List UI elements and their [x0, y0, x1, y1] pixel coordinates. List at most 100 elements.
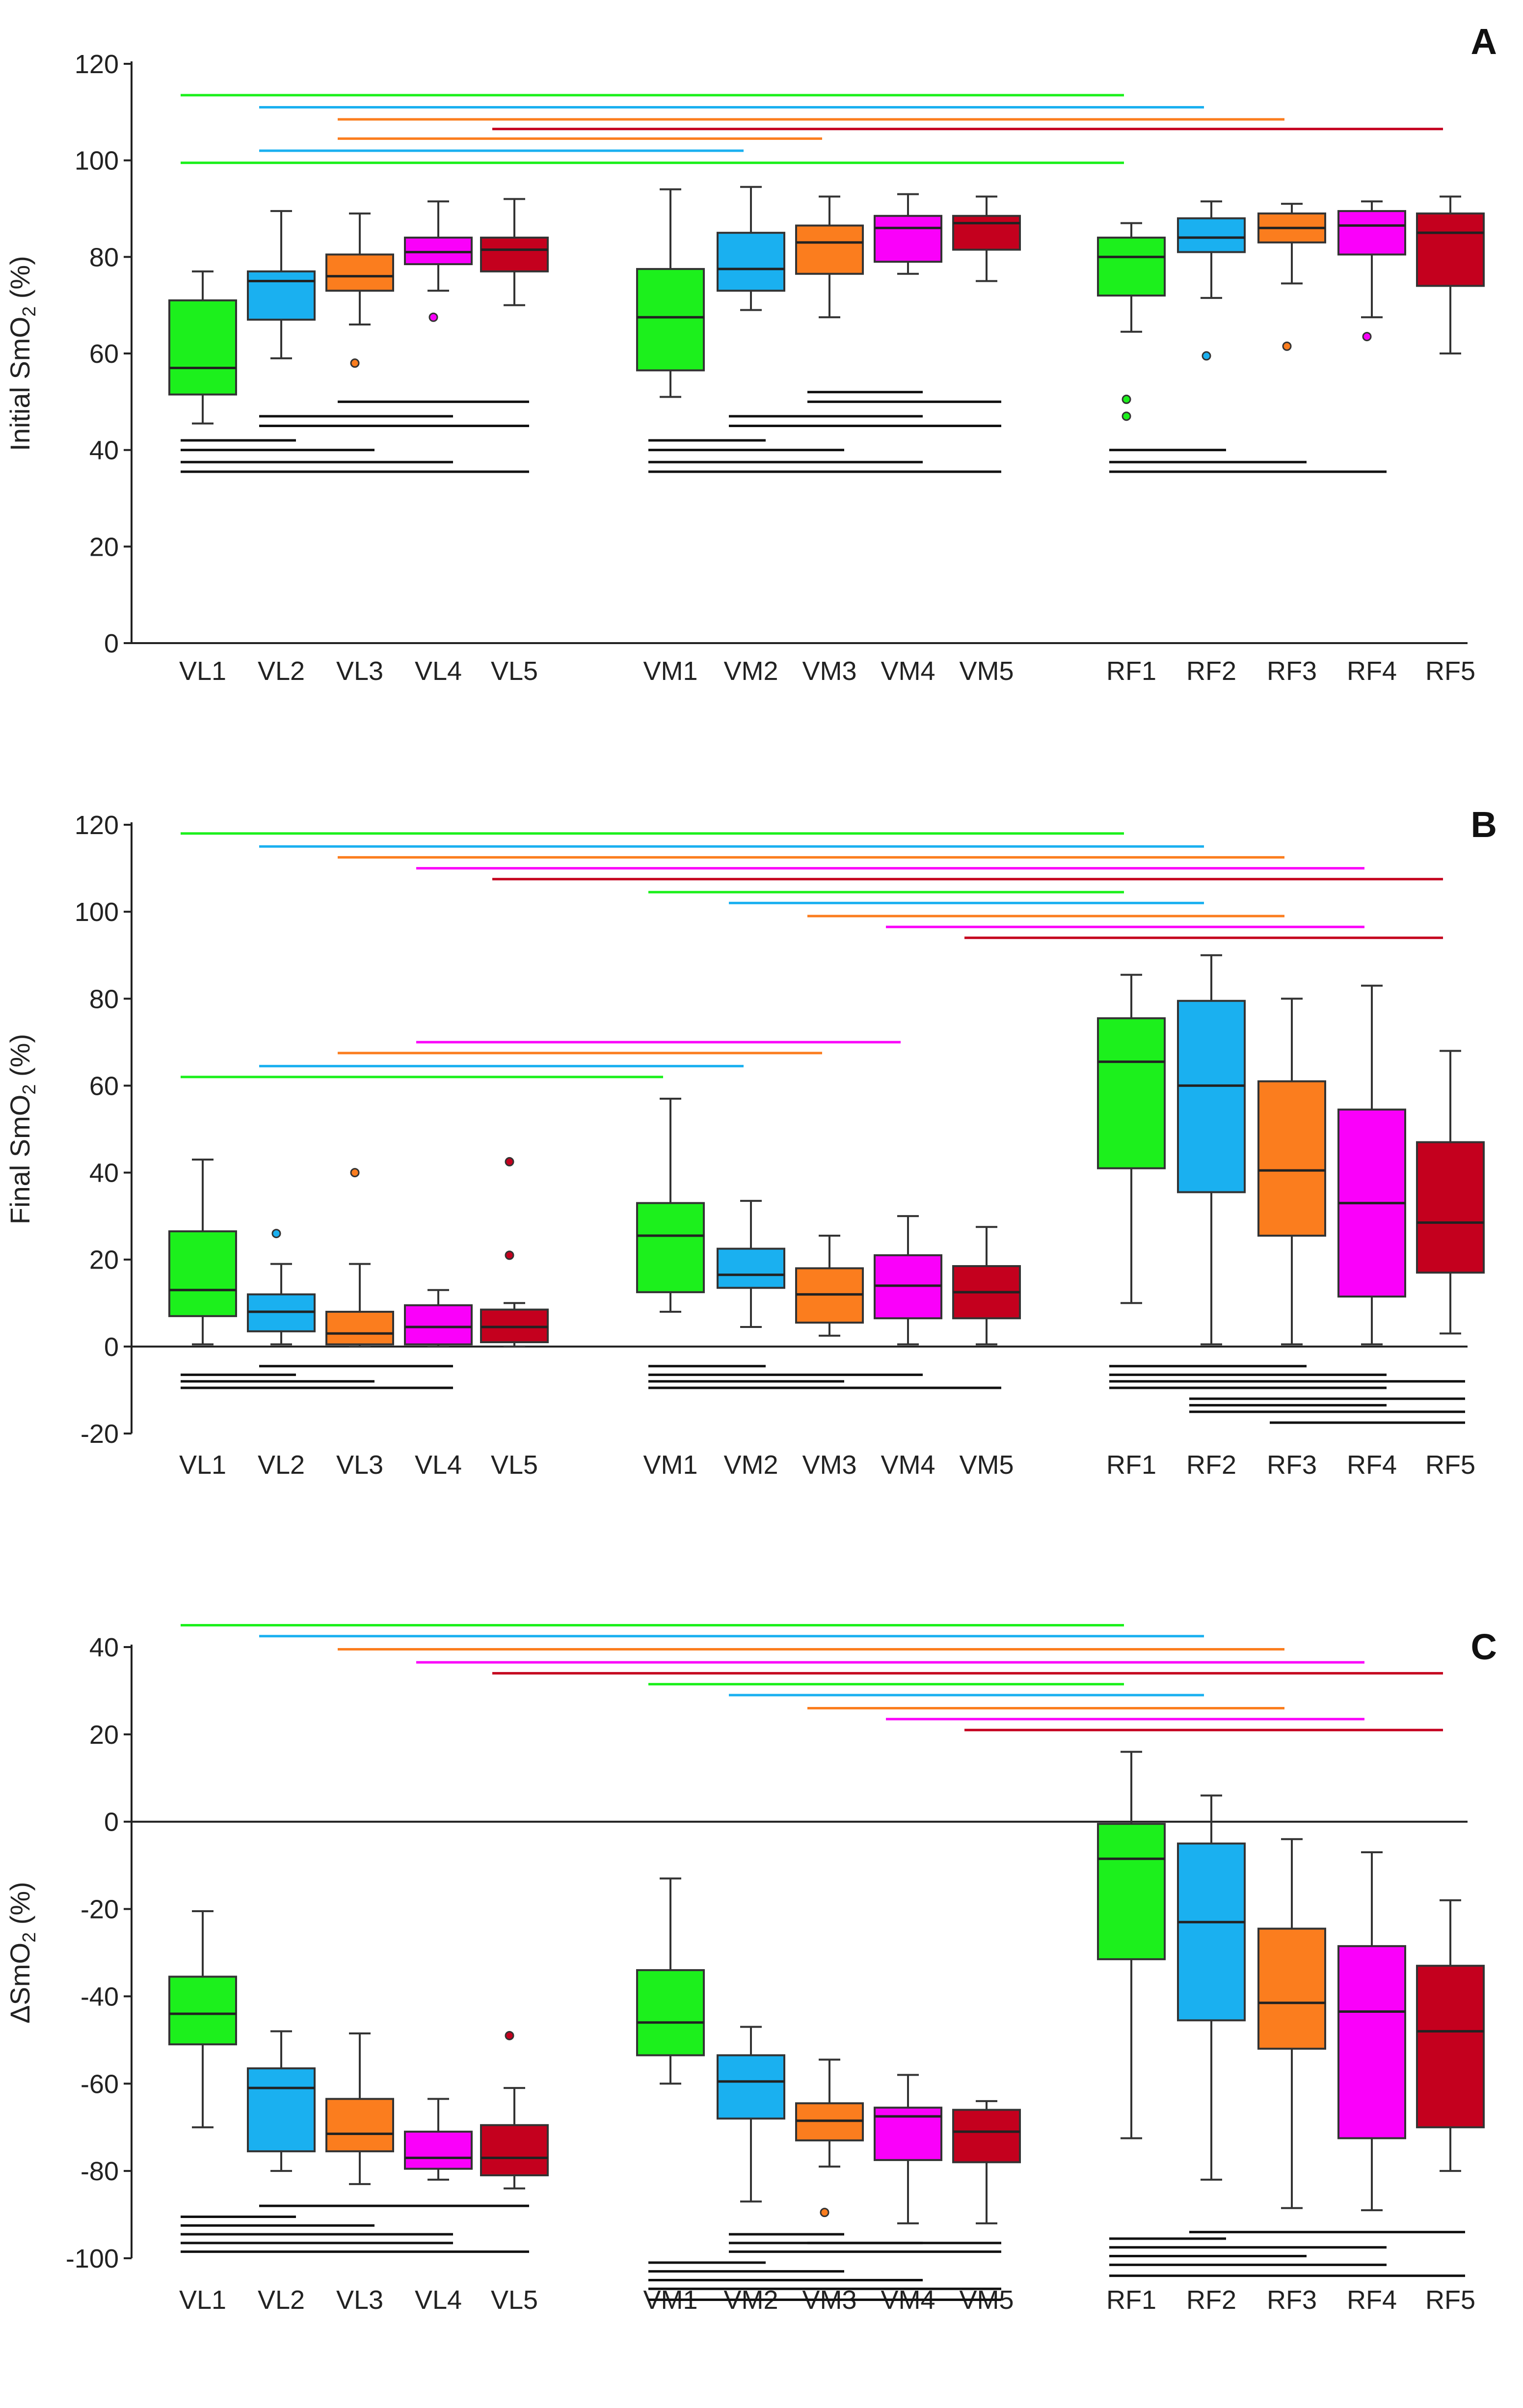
x-tick-label: VM2 [723, 1450, 778, 1480]
panel-c: C -100 -80 -60 -40 -20 0 20 40 ΔSmO2 (%) VL1 VL2 VL3… [4, 1624, 1497, 2315]
y-tick-label: 120 [75, 50, 119, 79]
box-iqr [480, 2124, 549, 2177]
x-tick-label: RF4 [1347, 1450, 1397, 1480]
box-iqr [1257, 1927, 1326, 2050]
x-tick-label: VL5 [491, 2285, 538, 2315]
box-rf4 [1337, 984, 1406, 1346]
x-tick-label: RF3 [1267, 1450, 1317, 1480]
y-tick-label: 120 [75, 811, 119, 840]
x-tick-label: RF2 [1186, 2285, 1236, 2315]
outlier-point [820, 2208, 829, 2218]
x-tick-label: VL3 [336, 1450, 383, 1480]
box-iqr [1416, 1141, 1485, 1274]
box-iqr [168, 1230, 237, 1317]
y-tick-label: 80 [89, 243, 119, 272]
box-iqr [874, 215, 942, 263]
box-vl5 [480, 2030, 549, 2190]
y-tick-label: -100 [66, 2244, 119, 2273]
x-tick-label: RF5 [1425, 656, 1475, 686]
x-tick-label: VM5 [959, 1450, 1014, 1480]
panel-letter: B [1471, 804, 1497, 845]
y-tick-label: 100 [75, 897, 119, 927]
x-tick-label: VM5 [959, 656, 1014, 686]
y-tick-label: 0 [104, 1332, 119, 1362]
box-iqr [168, 299, 237, 396]
box-vl4 [404, 2098, 473, 2181]
y-tick-label: -20 [80, 1895, 119, 1924]
box-rf3 [1257, 203, 1326, 351]
x-tick-label: VM1 [643, 1450, 697, 1480]
box-vm5 [952, 1226, 1021, 1346]
x-tick-label: RF3 [1267, 656, 1317, 686]
box-vm1 [636, 1877, 705, 2085]
y-tick-label: 40 [89, 1159, 119, 1188]
box-iqr [1097, 1823, 1166, 1960]
x-tick-label: VM3 [802, 1450, 856, 1480]
box-iqr [325, 1311, 394, 1346]
x-tick-label: VL3 [336, 2285, 383, 2315]
y-tick-label: 60 [89, 1071, 119, 1101]
box-vm3 [795, 195, 864, 319]
x-tick-label: RF2 [1186, 656, 1236, 686]
outlier-point [505, 1157, 514, 1166]
outlier-point [271, 1229, 281, 1239]
box-iqr [952, 215, 1021, 251]
box-vm2 [717, 1200, 785, 1328]
box-vl2 [247, 210, 316, 359]
box-iqr [480, 237, 549, 272]
box-rf3 [1257, 998, 1326, 1346]
box-iqr [1416, 1965, 1485, 2129]
outlier-point [428, 312, 438, 322]
box-iqr [1177, 217, 1246, 253]
box-iqr [717, 2054, 785, 2120]
outlier-point [1122, 394, 1131, 404]
box-rf1 [1097, 1751, 1166, 2139]
x-tick-label: VL1 [179, 1450, 226, 1480]
x-tick-label: RF5 [1425, 2285, 1475, 2315]
box-vl3 [325, 2032, 394, 2185]
x-tick-label: RF3 [1267, 2285, 1317, 2315]
box-vl1 [168, 270, 237, 425]
box-vm1 [636, 1098, 705, 1313]
box-iqr [325, 253, 394, 292]
box-vl1 [168, 1910, 237, 2129]
box-iqr [1416, 212, 1485, 287]
x-tick-label: VL5 [491, 1450, 538, 1480]
y-tick-label: 0 [104, 629, 119, 658]
box-vm4 [874, 193, 942, 275]
box-iqr [1097, 237, 1166, 297]
box-vm3 [795, 1235, 864, 1337]
box-vl3 [325, 212, 394, 368]
x-tick-label: VM2 [723, 656, 778, 686]
outlier-point [1122, 411, 1131, 421]
box-iqr [636, 268, 705, 372]
y-tick-label: 40 [89, 1633, 119, 1662]
outlier-point [505, 2030, 514, 2040]
box-rf1 [1097, 222, 1166, 421]
x-tick-label: RF5 [1425, 1450, 1475, 1480]
box-iqr [325, 2098, 394, 2153]
box-rf4 [1337, 1851, 1406, 2212]
y-tick-label: 20 [89, 532, 119, 562]
box-rf1 [1097, 974, 1166, 1304]
x-tick-label: VL3 [336, 656, 383, 686]
box-vm1 [636, 188, 705, 398]
box-iqr [247, 270, 316, 321]
box-vl4 [404, 1289, 473, 1348]
x-tick-label: RF2 [1186, 1450, 1236, 1480]
x-tick-label: VL4 [415, 656, 462, 686]
y-tick-label: 20 [89, 1720, 119, 1750]
x-tick-label: VM4 [881, 656, 935, 686]
box-iqr [636, 1202, 705, 1294]
y-axis-title: Initial SmO2 (%) [4, 256, 40, 451]
x-tick-label: RF1 [1106, 1450, 1156, 1480]
panel-a: A 0 20 40 60 80 100 120 Initial SmO2 (%) VL1 VL2 VL… [4, 21, 1497, 686]
box-rf5 [1416, 1899, 1485, 2172]
box-vm2 [717, 186, 785, 311]
y-tick-label: -60 [80, 2069, 119, 2099]
x-tick-label: RF4 [1347, 656, 1397, 686]
box-iqr [1177, 1000, 1246, 1193]
y-tick-label: 60 [89, 339, 119, 369]
outlier-point [505, 1250, 514, 1260]
box-vl4 [404, 200, 473, 322]
